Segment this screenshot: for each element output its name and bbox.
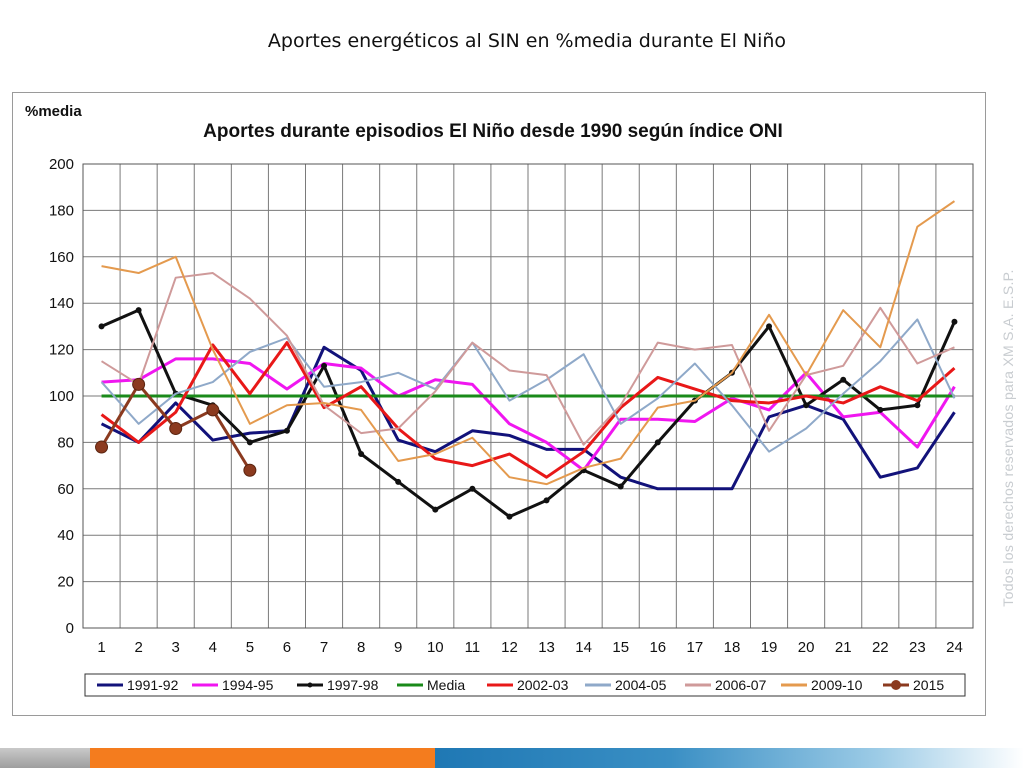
x-tick-label: 21 [835, 639, 852, 656]
data-point-1997-98 [617, 483, 624, 490]
copyright-watermark: Todos los derechos reservados para XM S.… [1000, 269, 1016, 607]
data-point-1997-98 [358, 451, 365, 457]
x-tick-label: 17 [687, 639, 704, 656]
y-tick-label: 180 [49, 202, 74, 219]
data-point-1997-98 [914, 402, 921, 409]
x-tick-label: 22 [872, 639, 889, 656]
x-tick-label: 14 [575, 639, 592, 656]
data-point-1997-98 [654, 439, 661, 446]
series-line-1994-95 [101, 357, 956, 472]
y-tick-label: 40 [57, 527, 74, 544]
y-tick-label: 120 [49, 342, 74, 359]
x-tick-label: 2 [134, 639, 142, 656]
data-point-1997-98 [951, 318, 958, 325]
data-point-1997-98 [803, 402, 810, 409]
x-tick-label: 5 [246, 639, 254, 656]
data-point-1997-98 [135, 307, 142, 314]
legend-marker-1997-98 [307, 682, 313, 688]
chart-title: Aportes durante episodios El Niño desde … [203, 121, 783, 142]
x-tick-label: 7 [320, 639, 328, 656]
footer-band-gray [0, 748, 90, 768]
legend-label-1994-95: 1994-95 [222, 677, 274, 693]
data-point-1997-98 [506, 513, 513, 520]
plot-area-border [82, 163, 974, 629]
x-tick-label: 13 [538, 639, 555, 656]
data-point-1997-98 [469, 485, 476, 492]
series-lines [95, 200, 958, 520]
y-tick-label: 80 [57, 434, 74, 451]
legend-label-2006-07: 2006-07 [715, 677, 767, 693]
data-point-2015 [243, 463, 257, 477]
legend-label-1991-92: 1991-92 [127, 677, 179, 693]
x-tick-label: 9 [394, 639, 402, 656]
x-tick-label: 6 [283, 639, 291, 656]
x-tick-label: 4 [209, 639, 217, 656]
x-tick-label: 3 [172, 639, 180, 656]
data-point-1997-98 [321, 362, 328, 369]
y-tick-label: 0 [66, 620, 74, 637]
data-point-1997-98 [877, 406, 884, 413]
footer-band-blue [435, 748, 1024, 768]
data-point-1997-98 [283, 427, 290, 434]
data-point-1997-98 [766, 323, 773, 330]
data-point-1997-98 [98, 323, 105, 330]
slide-title: Aportes energéticos al SIN en %media dur… [267, 30, 787, 52]
x-tick-label: 11 [465, 639, 481, 656]
footer-band-orange [90, 748, 435, 768]
data-point-1997-98 [432, 506, 439, 513]
legend-box [84, 673, 966, 697]
x-tick-label: 16 [649, 639, 666, 656]
series-line-2009-10 [101, 200, 956, 486]
legend-label-Media: Media [427, 677, 465, 693]
series-line-2002-03 [100, 341, 956, 479]
x-tick-label: 8 [357, 639, 365, 656]
legend-label-2009-10: 2009-10 [811, 677, 863, 693]
x-tick-label: 1 [97, 639, 105, 656]
data-point-2015 [132, 377, 146, 391]
y-tick-label: 100 [49, 388, 74, 405]
y-tick-label: 60 [57, 481, 74, 498]
legend-label-2015: 2015 [913, 677, 944, 693]
y-axis-label: %media [25, 103, 82, 120]
x-tick-label: 18 [724, 639, 741, 656]
legend-marker-2015 [891, 680, 901, 690]
series-line-2004-05 [100, 318, 956, 453]
legend-label-2002-03: 2002-03 [517, 677, 569, 693]
chart-frame: 0 20 40 60 80 100 120 140 160 180 200 1 2 3 4 5 6 7 8 9 10 11… [12, 92, 986, 716]
data-point-2015 [169, 421, 183, 435]
series-line-2006-07 [101, 272, 955, 446]
y-tick-label: 200 [49, 156, 74, 173]
x-tick-label: 12 [501, 639, 518, 656]
legend-label-1997-98: 1997-98 [327, 677, 379, 693]
y-tick-label: 140 [49, 295, 74, 312]
data-point-2015 [206, 403, 220, 417]
y-tick-label: 160 [49, 249, 74, 266]
data-point-1997-98 [543, 497, 550, 504]
x-tick-label: 15 [612, 639, 629, 656]
data-point-2015 [95, 440, 109, 454]
legend-label-2004-05: 2004-05 [615, 677, 667, 693]
x-tick-label: 23 [909, 639, 926, 656]
data-point-1997-98 [246, 439, 253, 446]
series-line-1997-98 [100, 308, 956, 519]
y-tick-label: 20 [57, 574, 74, 591]
data-point-1997-98 [395, 478, 402, 485]
x-tick-label: 24 [946, 639, 963, 656]
data-point-1997-98 [840, 376, 847, 383]
legend: 1991-92 1994-95 1997-98 Media 2002-03 2004-05… [84, 673, 966, 697]
x-tick-label: 10 [427, 639, 444, 656]
x-tick-label: 20 [798, 639, 815, 656]
x-tick-label: 19 [761, 639, 778, 656]
